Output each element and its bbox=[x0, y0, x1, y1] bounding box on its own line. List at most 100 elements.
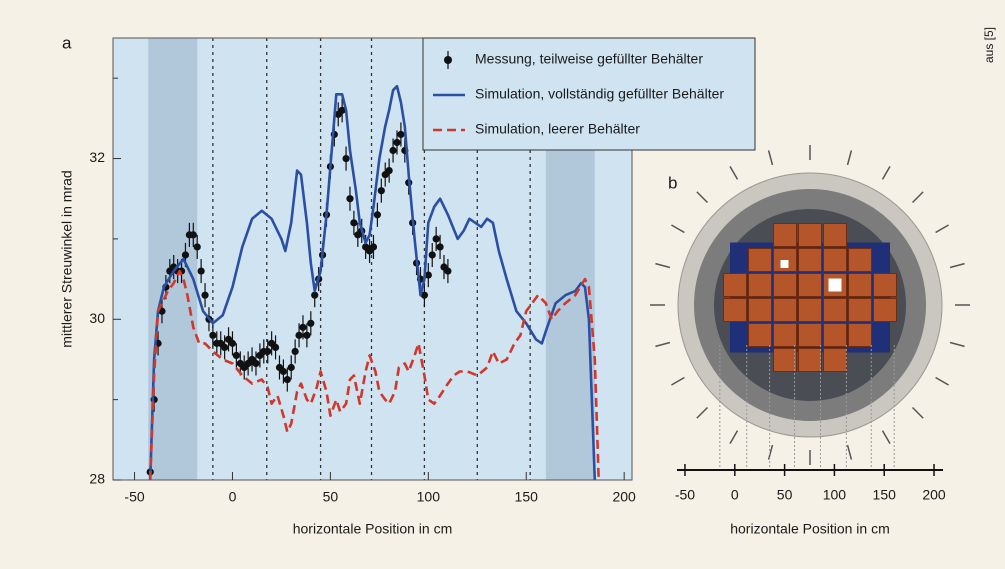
x-tick-label: 100 bbox=[417, 489, 441, 505]
data-point bbox=[444, 267, 452, 275]
data-point bbox=[283, 375, 291, 384]
fuel-element bbox=[723, 273, 747, 297]
rim-tick bbox=[767, 150, 774, 166]
data-point bbox=[385, 167, 393, 175]
fuel-element bbox=[823, 323, 847, 347]
x-tick-label: -50 bbox=[124, 489, 144, 505]
fuel-element bbox=[798, 323, 822, 347]
data-point bbox=[209, 331, 217, 339]
x-tick-label: 150 bbox=[873, 487, 897, 503]
fuel-element bbox=[773, 273, 797, 297]
rim-tick bbox=[655, 262, 671, 269]
data-point bbox=[264, 347, 272, 356]
x-tick-label: 100 bbox=[823, 487, 847, 503]
rim-tick bbox=[912, 407, 924, 419]
series-line bbox=[148, 269, 600, 480]
y-tick-label: 30 bbox=[89, 310, 105, 326]
legend-label: Messung, teilweise gefüllter Behälter bbox=[475, 51, 703, 67]
rim-tick bbox=[949, 262, 965, 269]
x-tick-label: -50 bbox=[675, 487, 695, 503]
data-point bbox=[232, 351, 240, 360]
rim-tick bbox=[671, 376, 685, 386]
fuel-element bbox=[798, 248, 822, 272]
x-tick-label: 50 bbox=[323, 489, 339, 505]
data-point bbox=[181, 251, 190, 259]
fuel-element bbox=[773, 348, 797, 372]
x-tick-label: 0 bbox=[731, 487, 739, 503]
rim-tick bbox=[881, 430, 891, 444]
data-point bbox=[201, 291, 209, 299]
fuel-element bbox=[748, 298, 772, 322]
fuel-element bbox=[773, 298, 797, 322]
fuel-element bbox=[748, 248, 772, 272]
x-axis-label: horizontale Position in cm bbox=[730, 521, 890, 537]
data-point bbox=[420, 291, 428, 299]
data-point bbox=[279, 367, 287, 376]
series-line bbox=[148, 84, 597, 480]
data-point bbox=[303, 331, 311, 339]
data-point bbox=[311, 291, 319, 299]
panel-label: b bbox=[668, 173, 677, 192]
rim-tick bbox=[671, 224, 685, 234]
legend-label: Simulation, leerer Behälter bbox=[475, 121, 640, 137]
data-point bbox=[221, 343, 229, 351]
rim-tick bbox=[655, 341, 671, 348]
fuel-element bbox=[798, 348, 822, 372]
data-point bbox=[428, 251, 436, 259]
legend-box bbox=[422, 37, 756, 151]
x-tick-label: 200 bbox=[922, 487, 946, 503]
data-point bbox=[338, 106, 346, 114]
fuel-element bbox=[823, 348, 847, 372]
data-point bbox=[189, 231, 197, 239]
legend-label: Simulation, vollständig gefüllter Behält… bbox=[475, 86, 724, 102]
plot-frame bbox=[112, 37, 633, 481]
rim-tick bbox=[846, 444, 853, 460]
data-point bbox=[377, 187, 385, 195]
data-point bbox=[346, 195, 354, 203]
fuel-element bbox=[823, 298, 847, 322]
rim-tick bbox=[881, 166, 891, 180]
rim-tick bbox=[729, 430, 739, 444]
fuel-element bbox=[848, 273, 872, 297]
rim-tick bbox=[912, 191, 924, 203]
data-point bbox=[287, 363, 295, 372]
x-tick-label: 150 bbox=[515, 489, 539, 505]
data-point bbox=[299, 323, 307, 331]
data-point bbox=[432, 235, 440, 243]
rim-tick bbox=[846, 150, 853, 166]
data-point bbox=[393, 138, 401, 147]
fuel-element bbox=[723, 298, 747, 322]
fuel-element bbox=[848, 323, 872, 347]
data-point bbox=[291, 347, 299, 356]
data-point bbox=[193, 243, 201, 251]
legend-swatch bbox=[444, 56, 452, 64]
panel-label: a bbox=[62, 33, 72, 52]
x-axis-label: horizontale Position in cm bbox=[293, 521, 453, 537]
rim-tick bbox=[729, 166, 739, 180]
fuel-element bbox=[798, 298, 822, 322]
x-tick-label: 0 bbox=[229, 489, 237, 505]
fuel-element bbox=[848, 298, 872, 322]
data-point bbox=[350, 219, 358, 227]
credit: aus [5] bbox=[982, 27, 996, 63]
shaded-band bbox=[148, 38, 198, 480]
rim-tick bbox=[949, 341, 965, 348]
fuel-element bbox=[873, 298, 897, 322]
fuel-element bbox=[848, 248, 872, 272]
data-point bbox=[397, 130, 405, 139]
data-point bbox=[389, 146, 397, 155]
fuel-element bbox=[773, 223, 797, 247]
rim-tick bbox=[935, 224, 949, 234]
data-point bbox=[252, 359, 260, 368]
rim-tick bbox=[696, 407, 708, 419]
fuel-element bbox=[873, 273, 897, 297]
fuel-element bbox=[798, 223, 822, 247]
data-point bbox=[228, 339, 237, 347]
y-axis-label: mittlerer Streuwinkel in mrad bbox=[59, 170, 75, 347]
fuel-element bbox=[823, 223, 847, 247]
fuel-element bbox=[798, 273, 822, 297]
fuel-element bbox=[748, 273, 772, 297]
data-point bbox=[373, 211, 381, 219]
